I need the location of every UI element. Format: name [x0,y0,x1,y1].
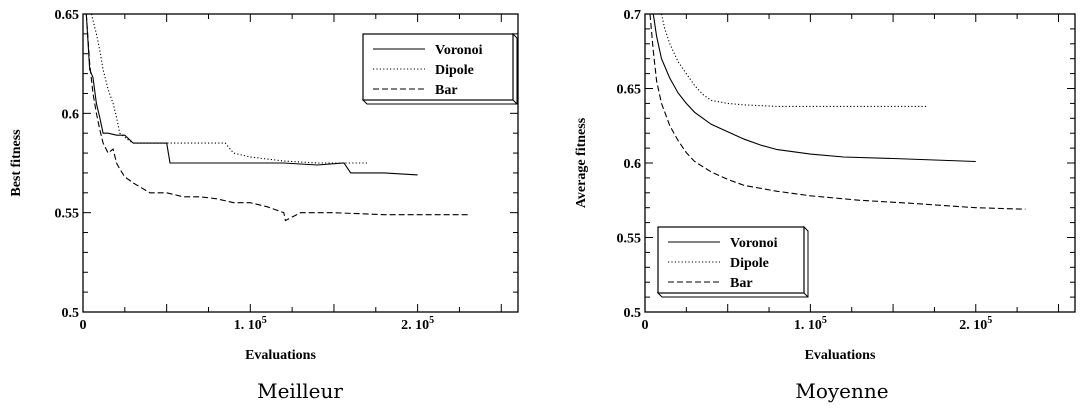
legend-label-voronoi: Voronoi [730,236,778,251]
legend-label-dipole: Dipole [435,63,474,78]
x-tick-label: 2. 105 [401,315,434,333]
y-tick-label: 0.55 [55,207,80,222]
series-line-dipole [90,14,368,164]
y-tick-label: 0.65 [55,8,80,23]
series-group [85,14,468,222]
y-tick-label: 0.5 [624,306,642,321]
series-line-bar [649,14,1026,210]
legend: Voronoi Dipole Bar [656,225,809,298]
series-group [649,14,1026,210]
legend-label-bar: Bar [435,83,458,98]
legend-label-voronoi: Voronoi [435,43,483,58]
series-line-voronoi [85,14,418,176]
legend-label-dipole: Dipole [730,256,769,271]
x-tick-label: 1. 105 [234,315,267,333]
y-axis-title: Best fitness [9,129,24,197]
x-tick-label: 2. 105 [959,315,992,333]
y-tick-label: 0.6 [62,107,80,122]
chart-caption: Moyenne [795,379,888,403]
y-axis-title: Average fitness [574,117,589,208]
x-axis-title: Evaluations [805,348,876,363]
x-tick-label: 1. 105 [794,315,827,333]
y-tick-label: 0.5 [62,306,80,321]
x-tick-label: 0 [80,318,87,333]
x-tick-label: 0 [642,318,649,333]
y-tick-label: 0.6 [624,157,642,172]
y-tick-label: 0.7 [624,8,642,23]
chart-best-fitness: 0 1. 105 2. 105 0.5 0.55 0.6 0.65 Evaluations Be… [9,8,519,403]
chart-average-fitness: 0 1. 105 2. 105 0.5 0.55 0.6 0.65 0.7 Evaluation… [574,8,1076,403]
legend: Voronoi Dipole Bar [361,32,518,105]
y-tick-label: 0.55 [617,232,642,247]
plot-frame [82,13,519,313]
series-line-dipole [660,14,927,107]
chart-caption: Meilleur [257,379,343,403]
x-axis-title: Evaluations [245,348,316,363]
series-line-bar [85,14,468,222]
y-tick-label: 0.65 [617,83,642,98]
legend-label-bar: Bar [730,276,753,291]
series-line-voronoi [652,14,976,163]
